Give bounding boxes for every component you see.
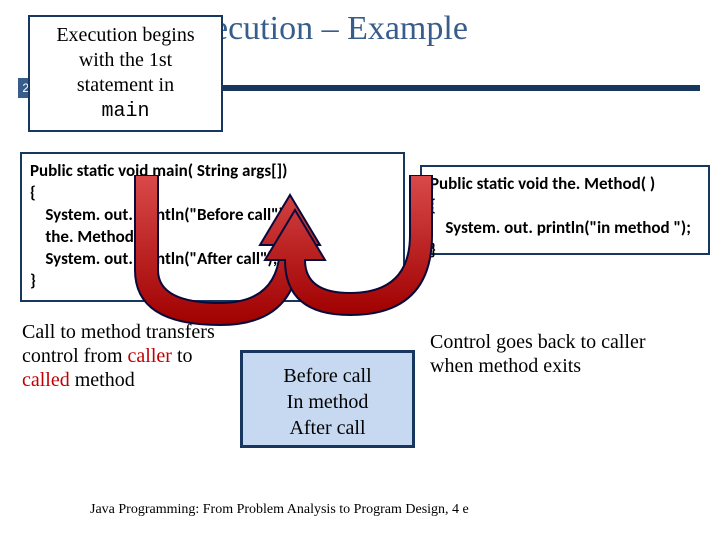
note-return: Control goes back to caller when method … — [430, 330, 660, 378]
callout-code: main — [101, 100, 149, 123]
note-left-called: called — [22, 369, 70, 391]
output-box: Before call In method After call — [240, 350, 415, 448]
footer-citation: Java Programming: From Problem Analysis … — [90, 502, 469, 518]
note-caller: Call to method transfers control from ca… — [22, 320, 232, 392]
output-line-3: After call — [243, 415, 412, 441]
code-method: Public static void the. Method( ) { Syst… — [420, 165, 710, 255]
note-left-mid: to — [172, 345, 193, 367]
note-left-caller: caller — [128, 345, 172, 367]
code-main: Public static void main( String args[]) … — [20, 152, 405, 302]
note-left-post: method — [70, 369, 135, 391]
callout-text: Execution begins with the 1st statement … — [56, 24, 194, 96]
callout-execution-begins: Execution begins with the 1st statement … — [28, 15, 223, 132]
output-line-1: Before call — [243, 363, 412, 389]
output-line-2: In method — [243, 389, 412, 415]
